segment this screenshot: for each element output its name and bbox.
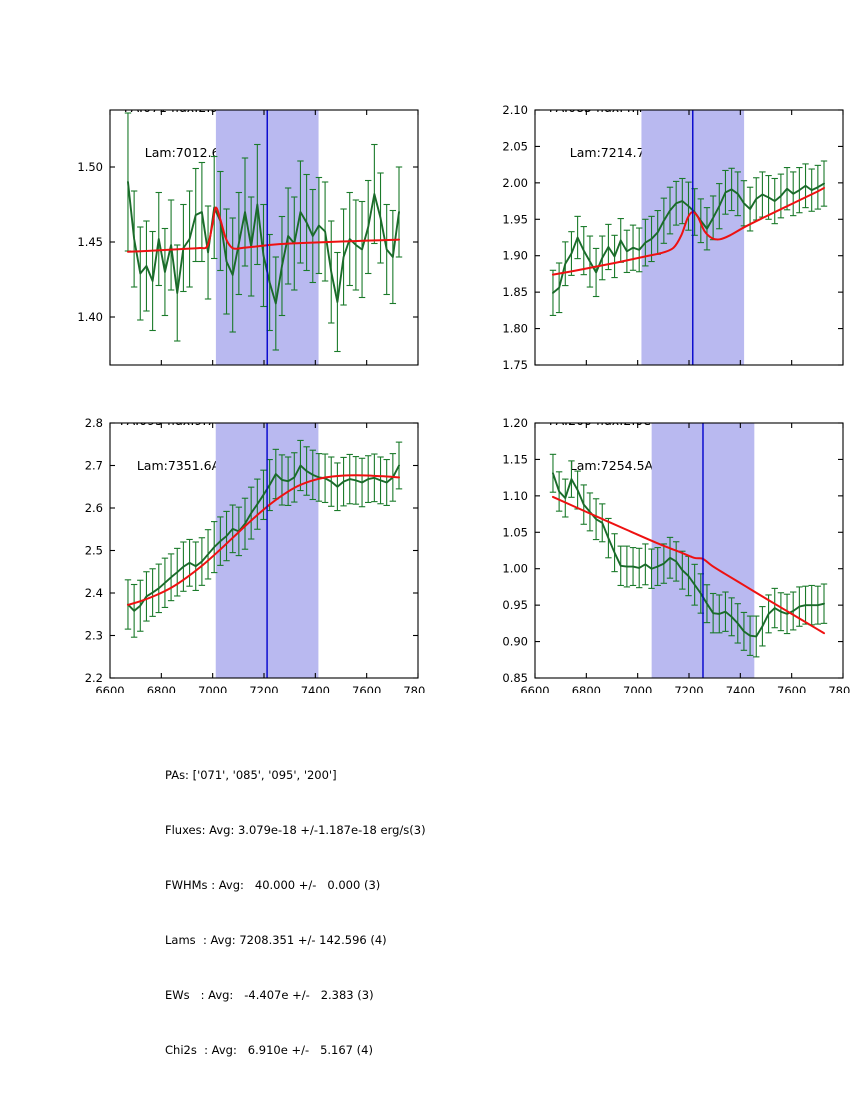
svg-text:6800: 6800 bbox=[147, 684, 176, 693]
svg-text:0.85: 0.85 bbox=[502, 671, 528, 685]
panel-071: PA:071 flux:2.9e-18 F: 40.0A Lam:7012.6A… bbox=[0, 60, 425, 380]
svg-text:6600: 6600 bbox=[520, 684, 549, 693]
svg-text:2.3: 2.3 bbox=[85, 629, 103, 643]
svg-text:7400: 7400 bbox=[301, 684, 330, 693]
summary-line-ews: EWs : Avg: -4.407e +/- 2.383 (3) bbox=[165, 988, 374, 1002]
svg-text:2.00: 2.00 bbox=[502, 176, 528, 190]
svg-text:6600: 6600 bbox=[95, 684, 124, 693]
svg-text:0.95: 0.95 bbox=[502, 598, 528, 612]
svg-text:7600: 7600 bbox=[352, 684, 381, 693]
svg-text:2.6: 2.6 bbox=[85, 501, 103, 515]
svg-text:2.7: 2.7 bbox=[85, 459, 103, 473]
svg-text:7200: 7200 bbox=[249, 684, 278, 693]
panel-085: PA:085 flux:4.4e-18 F: 40.0A Lam:7214.7A… bbox=[425, 60, 850, 380]
summary-line-lams: Lams : Avg: 7208.351 +/- 142.596 (4) bbox=[165, 933, 387, 947]
svg-text:7200: 7200 bbox=[674, 684, 703, 693]
svg-text:1.45: 1.45 bbox=[77, 235, 103, 249]
svg-text:1.90: 1.90 bbox=[502, 249, 528, 263]
svg-text:2.4: 2.4 bbox=[85, 586, 103, 600]
svg-text:1.50: 1.50 bbox=[77, 160, 103, 174]
svg-text:7400: 7400 bbox=[726, 684, 755, 693]
summary-block: PAs: ['071', '085', '095', '200'] Fluxes… bbox=[165, 740, 426, 1098]
svg-text:7600: 7600 bbox=[777, 684, 806, 693]
svg-text:2.10: 2.10 bbox=[502, 103, 528, 117]
svg-text:1.85: 1.85 bbox=[502, 285, 528, 299]
svg-text:1.20: 1.20 bbox=[502, 416, 528, 430]
summary-line-chi2s: Chi2s : Avg: 6.910e +/- 5.167 (4) bbox=[165, 1043, 373, 1057]
svg-text:2.8: 2.8 bbox=[85, 416, 103, 430]
svg-text:2.5: 2.5 bbox=[85, 544, 103, 558]
svg-text:7000: 7000 bbox=[623, 684, 652, 693]
summary-line-fluxes: Fluxes: Avg: 3.079e-18 +/-1.187e-18 erg/… bbox=[165, 823, 426, 837]
summary-line-fwhms: FWHMs : Avg: 40.000 +/- 0.000 (3) bbox=[165, 878, 381, 892]
panel-200: PA:200 flux:2.0e-18 F: 40.0A Lam:7254.5A… bbox=[425, 373, 850, 693]
panel-071-plot: 66006800700072007400760078001.401.451.50 bbox=[0, 60, 425, 380]
svg-text:1.95: 1.95 bbox=[502, 212, 528, 226]
summary-line-pas: PAs: ['071', '085', '095', '200'] bbox=[165, 768, 337, 782]
svg-text:2.05: 2.05 bbox=[502, 139, 528, 153]
svg-text:1.15: 1.15 bbox=[502, 452, 528, 466]
svg-text:1.80: 1.80 bbox=[502, 322, 528, 336]
svg-text:1.75: 1.75 bbox=[502, 358, 528, 372]
svg-text:1.05: 1.05 bbox=[502, 525, 528, 539]
svg-text:6800: 6800 bbox=[572, 684, 601, 693]
svg-text:1.00: 1.00 bbox=[502, 562, 528, 576]
svg-text:0.90: 0.90 bbox=[502, 635, 528, 649]
svg-text:7000: 7000 bbox=[198, 684, 227, 693]
svg-text:2.2: 2.2 bbox=[85, 671, 103, 685]
panel-095: PA:095 flux:9.7e-17 F: 291.0A Lam:7351.6… bbox=[0, 373, 425, 693]
svg-text:1.10: 1.10 bbox=[502, 489, 528, 503]
svg-text:1.40: 1.40 bbox=[77, 310, 103, 324]
panel-085-plot: 66006800700072007400760078001.751.801.85… bbox=[425, 60, 850, 380]
